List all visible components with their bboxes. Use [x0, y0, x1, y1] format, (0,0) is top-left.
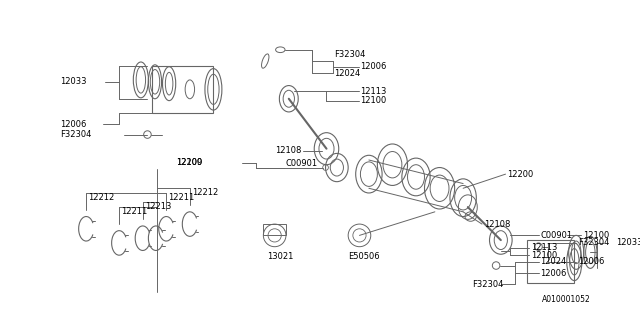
- Text: C00901: C00901: [285, 159, 317, 168]
- Text: 12211: 12211: [168, 193, 195, 202]
- Text: 12212: 12212: [192, 188, 218, 197]
- Text: F32304: F32304: [60, 130, 91, 139]
- Text: 12006: 12006: [540, 268, 567, 277]
- Text: 12213: 12213: [145, 203, 171, 212]
- Text: 12006: 12006: [60, 120, 86, 129]
- Text: 12100: 12100: [531, 251, 557, 260]
- Text: 12209: 12209: [176, 158, 202, 167]
- Text: 12006: 12006: [360, 62, 387, 71]
- Text: 12033: 12033: [60, 77, 86, 86]
- Text: 12024: 12024: [540, 257, 566, 266]
- Text: E50506: E50506: [348, 252, 380, 261]
- Bar: [527, 240, 574, 283]
- Text: F32304: F32304: [472, 280, 504, 289]
- Text: 12100: 12100: [360, 96, 387, 105]
- Text: 12100: 12100: [176, 158, 202, 167]
- Text: 12113: 12113: [360, 87, 387, 96]
- Text: 12211: 12211: [121, 207, 147, 216]
- Text: F32304: F32304: [578, 238, 609, 247]
- Text: 12212: 12212: [88, 193, 115, 202]
- Text: 12033: 12033: [616, 238, 640, 247]
- Text: 12100: 12100: [583, 231, 609, 240]
- Text: 12006: 12006: [578, 257, 604, 266]
- Text: F32304: F32304: [334, 50, 365, 59]
- Text: 12024: 12024: [334, 69, 360, 78]
- Bar: [263, 224, 286, 236]
- Bar: [152, 66, 213, 113]
- Text: A010001052: A010001052: [541, 295, 590, 304]
- Text: C00901: C00901: [540, 231, 573, 240]
- Text: 12113: 12113: [531, 243, 557, 252]
- Text: 12108: 12108: [484, 220, 510, 228]
- Text: 12108: 12108: [275, 146, 301, 155]
- Text: 13021: 13021: [267, 252, 294, 261]
- Text: 12200: 12200: [508, 170, 534, 179]
